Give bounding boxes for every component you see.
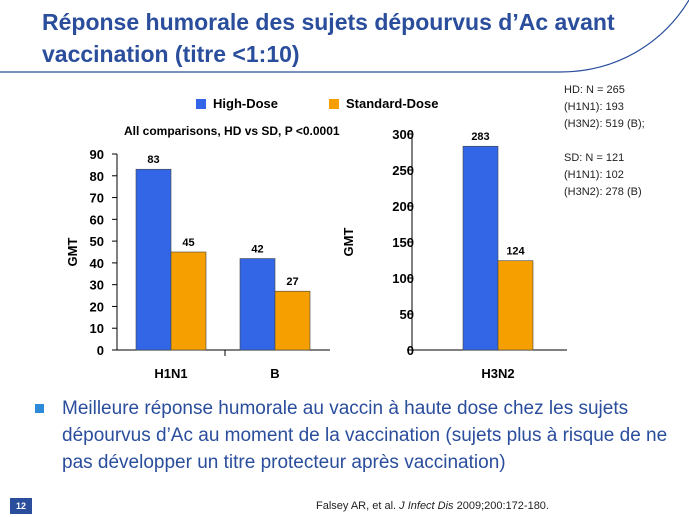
x-tick-label: H3N2 (481, 366, 514, 381)
side-note-line: (H1N1): 193 (564, 101, 624, 113)
sample-size-notes: HD: N = 265 (H1N1): 193 (H3N2): 519 (B);… (564, 82, 645, 201)
header-rule (0, 0, 689, 73)
bullet-text: Meilleure réponse humorale au vaccin à h… (62, 398, 668, 473)
data-label: 27 (286, 276, 298, 288)
y-tick-label: 90 (90, 147, 104, 162)
data-label: 42 (251, 244, 263, 256)
y-tick-label: 0 (97, 343, 104, 358)
citation-ref: 2009;200:172-180. (453, 500, 549, 512)
citation-journal: J Infect Dis (399, 500, 454, 512)
significance-note-text: All comparisons, HD vs SD, P <0.0001 (124, 124, 340, 138)
y-tick-label: 10 (90, 321, 104, 336)
y-tick-label: 300 (392, 127, 414, 142)
slide-title: Réponse humorale des sujets dépourvus d’… (42, 9, 615, 67)
y-tick-label: 50 (90, 234, 104, 249)
y-tick-label: 30 (90, 278, 104, 293)
bar-high-dose (135, 168, 172, 351)
bar-high-dose (239, 258, 276, 351)
legend-swatch-standard-dose (329, 99, 339, 109)
data-label: 283 (471, 131, 489, 143)
legend-swatch-high-dose (196, 99, 206, 109)
y-tick-label: 40 (90, 256, 104, 271)
y-tick-label: 20 (90, 299, 104, 314)
legend-high-dose: High-Dose (196, 96, 278, 111)
side-note-line: (H1N1): 102 (564, 169, 624, 181)
legend-standard-dose: Standard-Dose (329, 96, 438, 111)
data-label: 83 (147, 154, 159, 166)
side-note-line: (H3N2): 519 (B); (564, 118, 645, 130)
legend-label-standard-dose: Standard-Dose (346, 96, 439, 111)
side-note-line: HD: N = 265 (564, 84, 625, 96)
y-tick-label: 0 (407, 343, 414, 358)
bar-high-dose (462, 145, 499, 351)
side-note-line: SD: N = 121 (564, 152, 625, 164)
side-note-line: (H3N2): 278 (B) (564, 186, 642, 198)
bullet-marker (35, 404, 44, 413)
y-axis-label: GMT (65, 238, 80, 267)
bar-standard-dose (274, 290, 311, 351)
charts-canvas: 0 10 20 30 40 50 60 70 80 90 GMT 83 45 H1N1 42 27 B 0 50 10… (65, 127, 567, 381)
citation: Falsey AR, et al. J Infect Dis 2009;200:… (316, 500, 549, 512)
y-tick-label: 60 (90, 212, 104, 227)
y-tick-label: 70 (90, 191, 104, 206)
y-tick-label: 250 (392, 163, 414, 178)
x-tick-label: H1N1 (154, 366, 187, 381)
legend-label-high-dose: High-Dose (213, 96, 278, 111)
y-tick-label: 80 (90, 169, 104, 184)
page-number: 12 (10, 498, 32, 514)
y-tick-label: 100 (392, 271, 414, 286)
data-label: 124 (506, 246, 525, 258)
bar-standard-dose (170, 251, 207, 351)
significance-note: All comparisons, HD vs SD, P <0.0001 (124, 124, 340, 138)
bar-standard-dose (497, 260, 534, 351)
y-axis-label: GMT (341, 228, 356, 257)
data-label: 45 (182, 237, 194, 249)
x-tick-label: B (270, 366, 279, 381)
y-tick-label: 50 (400, 307, 414, 322)
y-tick-label: 150 (392, 235, 414, 250)
y-tick-label: 200 (392, 199, 414, 214)
citation-authors: Falsey AR, et al. (316, 500, 400, 512)
